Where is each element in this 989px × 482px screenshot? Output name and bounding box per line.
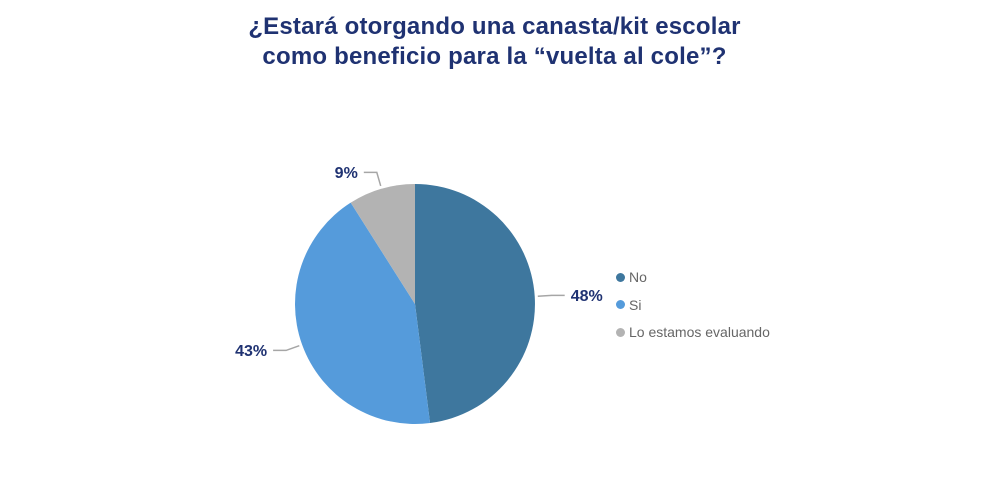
legend-marker-no-icon bbox=[616, 272, 625, 282]
data-label-lo-estamos-evaluando: 9% bbox=[335, 165, 358, 182]
chart-title-line1: ¿Estará otorgando una canasta/kit escola… bbox=[248, 13, 741, 40]
chart-title-line2: como beneficio para la “vuelta al cole”? bbox=[262, 43, 727, 70]
leader-line bbox=[273, 344, 300, 352]
legend-marker-lo-estamos-evaluando-icon bbox=[616, 327, 625, 337]
legend-label-no: No bbox=[629, 269, 647, 285]
chart-title: ¿Estará otorgando una canasta/kit escola… bbox=[0, 12, 989, 72]
legend-label-lo-estamos-evaluando: Lo estamos evaluando bbox=[629, 324, 770, 340]
pie-slice-no bbox=[415, 184, 535, 424]
data-label-no: 48% bbox=[571, 288, 603, 305]
pie-slice-si bbox=[295, 202, 431, 424]
legend-label-si: Si bbox=[629, 296, 642, 313]
pie-slice-lo-estamos-evaluando bbox=[350, 184, 415, 304]
leader-line bbox=[363, 171, 382, 187]
legend: No Si Lo estamos evaluando bbox=[616, 268, 770, 341]
data-label-si: 43% bbox=[235, 343, 267, 360]
legend-marker-si-icon bbox=[616, 300, 625, 309]
legend-item-no: No bbox=[616, 268, 770, 286]
legend-item-lo-estamos-evaluando: Lo estamos evaluando bbox=[616, 323, 770, 341]
leader-line bbox=[537, 294, 565, 298]
legend-item-si: Si bbox=[616, 296, 770, 314]
